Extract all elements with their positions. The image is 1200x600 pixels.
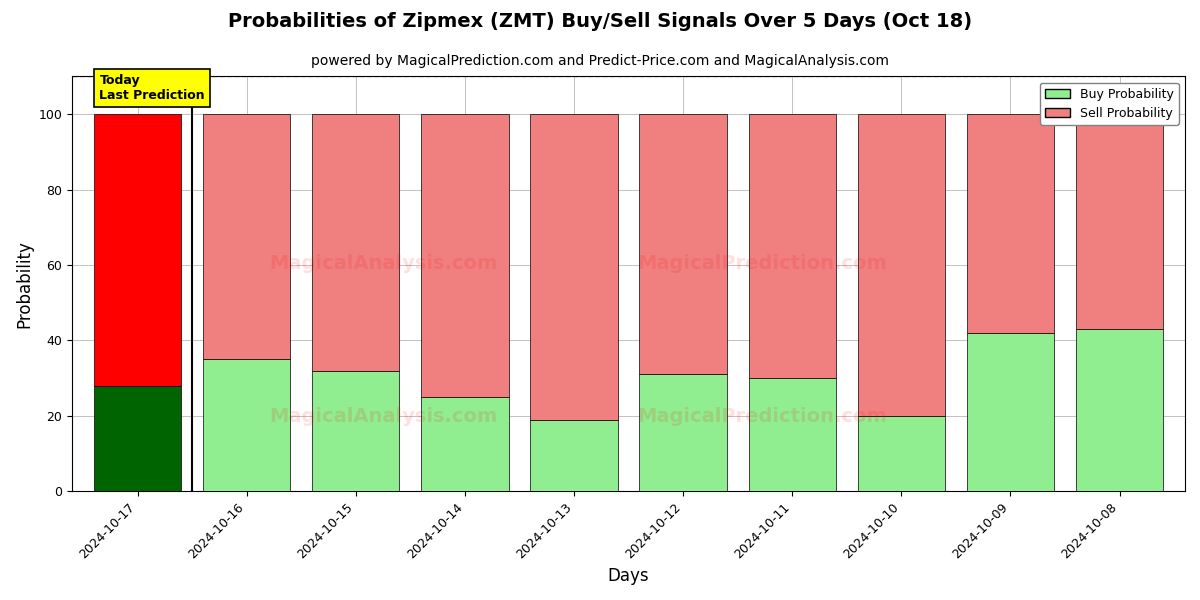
Text: MagicalPrediction.com: MagicalPrediction.com bbox=[637, 407, 887, 426]
Text: Probabilities of Zipmex (ZMT) Buy/Sell Signals Over 5 Days (Oct 18): Probabilities of Zipmex (ZMT) Buy/Sell S… bbox=[228, 12, 972, 31]
Bar bbox=[203, 114, 290, 359]
Text: powered by MagicalPrediction.com and Predict-Price.com and MagicalAnalysis.com: powered by MagicalPrediction.com and Pre… bbox=[311, 54, 889, 68]
Bar bbox=[640, 374, 727, 491]
Bar bbox=[94, 114, 181, 386]
Bar bbox=[312, 114, 400, 371]
Text: MagicalAnalysis.com: MagicalAnalysis.com bbox=[270, 254, 498, 272]
Bar bbox=[967, 333, 1054, 491]
Text: MagicalAnalysis.com: MagicalAnalysis.com bbox=[270, 407, 498, 426]
Bar bbox=[94, 386, 181, 491]
Bar bbox=[1076, 114, 1163, 329]
Bar bbox=[312, 371, 400, 491]
Bar bbox=[203, 359, 290, 491]
Bar bbox=[530, 419, 618, 491]
Bar bbox=[1076, 329, 1163, 491]
Bar bbox=[640, 114, 727, 374]
Legend: Buy Probability, Sell Probability: Buy Probability, Sell Probability bbox=[1040, 83, 1178, 125]
Bar bbox=[858, 114, 944, 416]
Bar bbox=[421, 114, 509, 397]
Bar bbox=[421, 397, 509, 491]
Bar bbox=[858, 416, 944, 491]
Bar bbox=[749, 378, 836, 491]
Bar bbox=[749, 114, 836, 378]
Text: Today
Last Prediction: Today Last Prediction bbox=[100, 74, 205, 102]
Y-axis label: Probability: Probability bbox=[16, 240, 34, 328]
Bar bbox=[530, 114, 618, 419]
X-axis label: Days: Days bbox=[607, 567, 649, 585]
Bar bbox=[967, 114, 1054, 333]
Text: MagicalPrediction.com: MagicalPrediction.com bbox=[637, 254, 887, 272]
